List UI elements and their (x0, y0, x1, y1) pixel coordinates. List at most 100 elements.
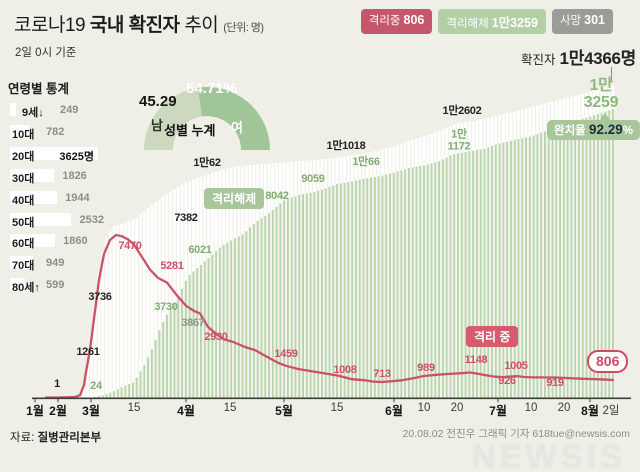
cure-rate-value: 92.29 (588, 122, 623, 137)
chart-annotation: 1만 1172 (447, 128, 471, 152)
x-tick-label: 20 (450, 402, 464, 414)
age-bar (10, 234, 56, 248)
chart-annotation: 989 (417, 362, 435, 375)
chart-annotation: 926 (498, 375, 516, 388)
chart-annotation: 7382 (174, 212, 198, 225)
x-tick-label: 7월 (489, 404, 507, 418)
female-percent: 54.71% (186, 80, 237, 97)
chart-annotation: 7470 (118, 240, 142, 253)
newsis-watermark: NEWSIS (471, 438, 626, 472)
age-bar (10, 146, 98, 160)
as-of-date: 2일 0시 기준 (15, 47, 77, 59)
x-tick-label: 10 (417, 402, 431, 414)
age-bar (10, 124, 29, 138)
chart-annotation: 3736 (88, 291, 112, 304)
age-label: 50대 (12, 216, 35, 229)
page-title: 코로나19 국내 확진자 추이 (단위: 명) (14, 10, 264, 37)
age-bar (10, 190, 58, 204)
chart-annotation: 1만66 (352, 156, 380, 169)
x-tick-label: 3월 (82, 404, 100, 418)
age-label: 10대 (12, 128, 35, 141)
unit-note: (단위: 명) (223, 22, 264, 34)
age-label: 70대 (12, 260, 35, 273)
x-tick-label: 4월 (177, 404, 195, 418)
x-tick-label: 5월 (275, 404, 293, 418)
source-note: 자료: 질병관리본부 (10, 429, 101, 445)
x-tick-label: 15 (330, 402, 344, 414)
age-bar (10, 103, 17, 116)
chart-annotation: 6021 (188, 244, 212, 257)
x-tick-label: 6월 (385, 404, 403, 418)
title-emphasis: 국내 확진자 (89, 15, 180, 36)
status-badges: 격리중 806 격리해제 1만3259 사망 301 (360, 9, 613, 34)
age-value: 1944 (65, 191, 90, 204)
age-value: 949 (46, 257, 65, 270)
age-label: 9세↓ (22, 107, 44, 119)
chart-annotation: 5281 (160, 260, 184, 273)
x-tick-label: 15 (127, 402, 141, 414)
age-value: 1860 (63, 235, 88, 248)
chart-annotation: 713 (373, 368, 391, 381)
age-value: 249 (60, 104, 79, 116)
age-label: 40대 (12, 194, 35, 207)
chart-annotation: 1만62 (193, 157, 221, 170)
credit-line: 20.08.02 전진우 그래픽 기자 618tue@newsis.com (402, 428, 630, 440)
chart-annotation: 9059 (301, 173, 325, 186)
x-tick-label: 15 (223, 402, 237, 414)
cure-rate-label: 완치율 (554, 125, 589, 137)
x-tick-label: 20 (557, 402, 571, 414)
confirmed-value: 1만4366명 (559, 49, 637, 68)
x-tick-label: 1월 (26, 404, 44, 418)
status-badge: 격리중 806 (360, 9, 433, 34)
x-tick-label: 8월 (581, 404, 599, 418)
age-value: 782 (46, 125, 65, 138)
male-label: 남 (151, 118, 163, 133)
active-current-bubble: 806 (587, 350, 629, 373)
age-label: 60대 (12, 238, 35, 251)
male-percent: 45.29 (139, 93, 177, 110)
chart-annotation: 3867 (181, 317, 205, 330)
chart-annotation: 919 (546, 377, 564, 390)
confirmed-leader-line (611, 67, 612, 81)
x-tick-label: 2일 (602, 405, 620, 417)
chart-annotation: 1459 (274, 348, 298, 361)
chart-annotation: 3730 (154, 301, 178, 314)
age-bar (10, 278, 25, 292)
status-badge: 격리해제 1만3259 (438, 9, 546, 34)
status-badge: 사망 301 (551, 9, 613, 34)
gender-gauge-title: 성별 누계 (164, 123, 216, 138)
age-bar (10, 168, 55, 182)
age-bar (10, 256, 34, 270)
confirmed-total: 확진자 1만4366명 (521, 44, 636, 69)
age-value: 1826 (62, 169, 87, 182)
chart-annotation: 8042 (265, 190, 289, 203)
released-series-label: 격리해제 (204, 188, 265, 209)
chart-annotation: 1 (54, 378, 60, 391)
chart-annotation: 1만3259 (583, 77, 619, 111)
female-label: 여 (231, 120, 243, 135)
x-tick-label: 10 (524, 402, 538, 414)
cure-rate-bubble: 완치율 92.29% (547, 113, 640, 140)
age-stats-title: 연령별 통계 (8, 82, 69, 96)
age-value: 3625명 (59, 150, 94, 163)
chart-annotation: 1148 (464, 354, 488, 367)
chart-annotation: 1261 (76, 346, 100, 359)
cure-rate-percent-sign: % (622, 125, 633, 137)
chart-annotation: 1008 (333, 364, 357, 377)
age-value: 2532 (79, 213, 104, 226)
gender-gauge (144, 87, 270, 150)
chart-annotation: 1005 (504, 360, 528, 373)
age-label: 20대 (12, 150, 35, 163)
age-value: 599 (46, 279, 65, 292)
source-name: 질병관리본부 (37, 432, 102, 444)
chart-annotation: 24 (90, 380, 102, 393)
active-series-label: 격리 중 (466, 326, 519, 347)
age-bar (10, 212, 72, 226)
chart-annotation: 1만2602 (442, 105, 482, 118)
title-prefix: 코로나19 (14, 15, 90, 36)
x-tick-label: 2월 (49, 404, 67, 418)
confirmed-label: 확진자 (521, 53, 556, 67)
source-prefix: 자료: (10, 432, 38, 444)
